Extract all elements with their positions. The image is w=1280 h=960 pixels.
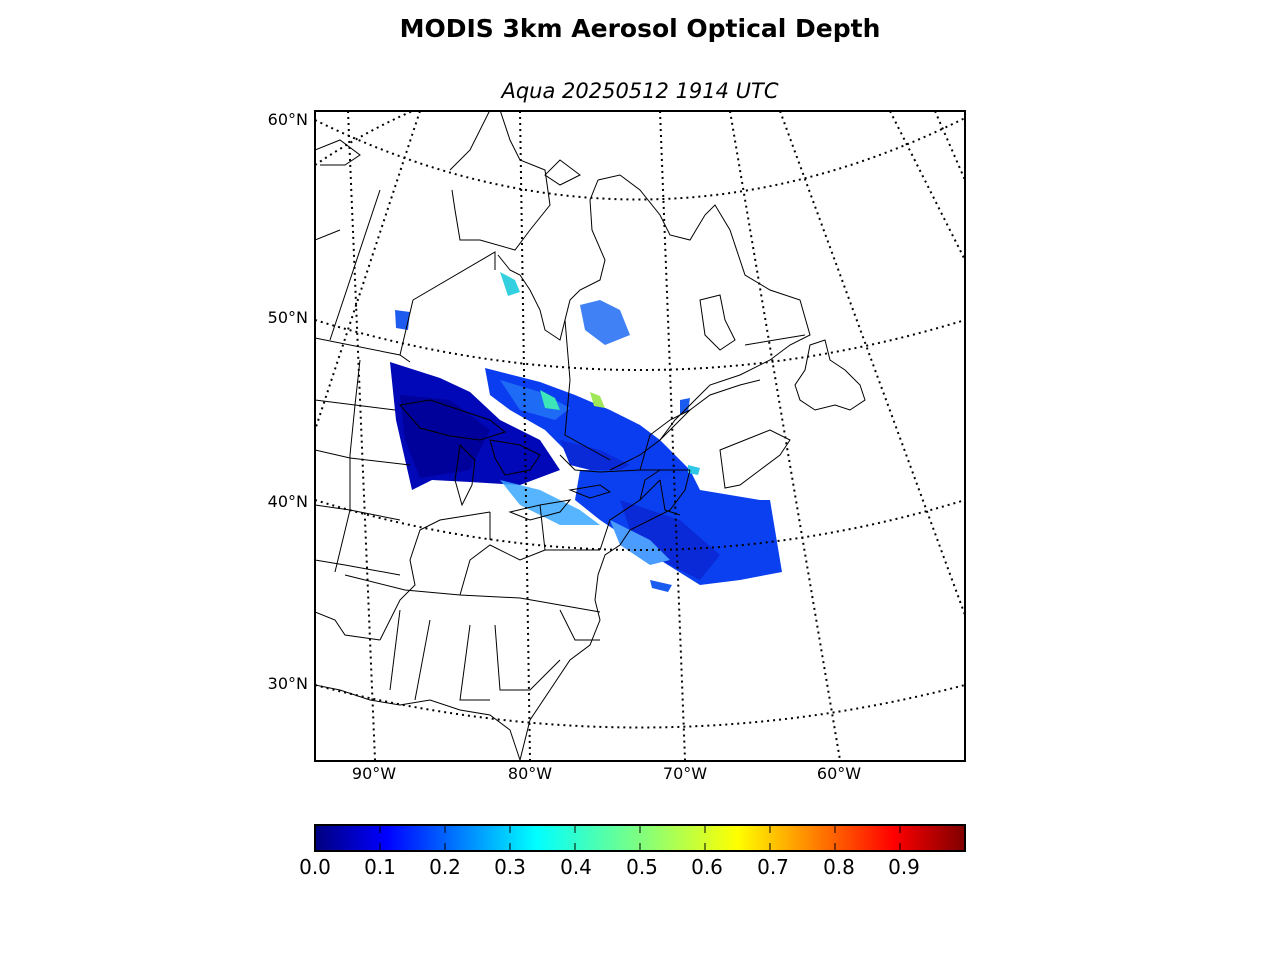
- colorbar-label-1: 0.1: [364, 855, 396, 879]
- figure-subtitle: Aqua 20250512 1914 UTC: [501, 79, 779, 103]
- lon-label-60w: 60°W: [816, 764, 862, 783]
- coastlines: [315, 111, 866, 761]
- lon-label-90w: 90°W: [351, 764, 397, 783]
- lon-label-80w: 80°W: [507, 764, 553, 783]
- colorbar-label-7: 0.7: [757, 855, 789, 879]
- map-frame: [314, 110, 966, 762]
- lon-label-70w: 70°W: [662, 764, 708, 783]
- lat-label-40n: 40°N: [267, 492, 308, 511]
- graticule: [315, 111, 965, 761]
- colorbar-ticks: [379, 825, 901, 851]
- colorbar: [314, 824, 966, 852]
- colorbar-label-3: 0.3: [494, 855, 526, 879]
- colorbar-label-2: 0.2: [429, 855, 461, 879]
- lat-label-60n: 60°N: [267, 110, 308, 129]
- political-boundaries: [315, 189, 806, 701]
- colorbar-label-8: 0.8: [823, 855, 855, 879]
- colorbar-label-5: 0.5: [626, 855, 658, 879]
- aod-swath: [390, 272, 782, 592]
- colorbar-label-0: 0.0: [299, 855, 331, 879]
- lat-label-30n: 30°N: [267, 674, 308, 693]
- figure-title: MODIS 3km Aerosol Optical Depth: [399, 14, 881, 43]
- colorbar-label-6: 0.6: [691, 855, 723, 879]
- colorbar-label-4: 0.4: [560, 855, 592, 879]
- lat-label-50n: 50°N: [267, 308, 308, 327]
- colorbar-label-9: 0.9: [888, 855, 920, 879]
